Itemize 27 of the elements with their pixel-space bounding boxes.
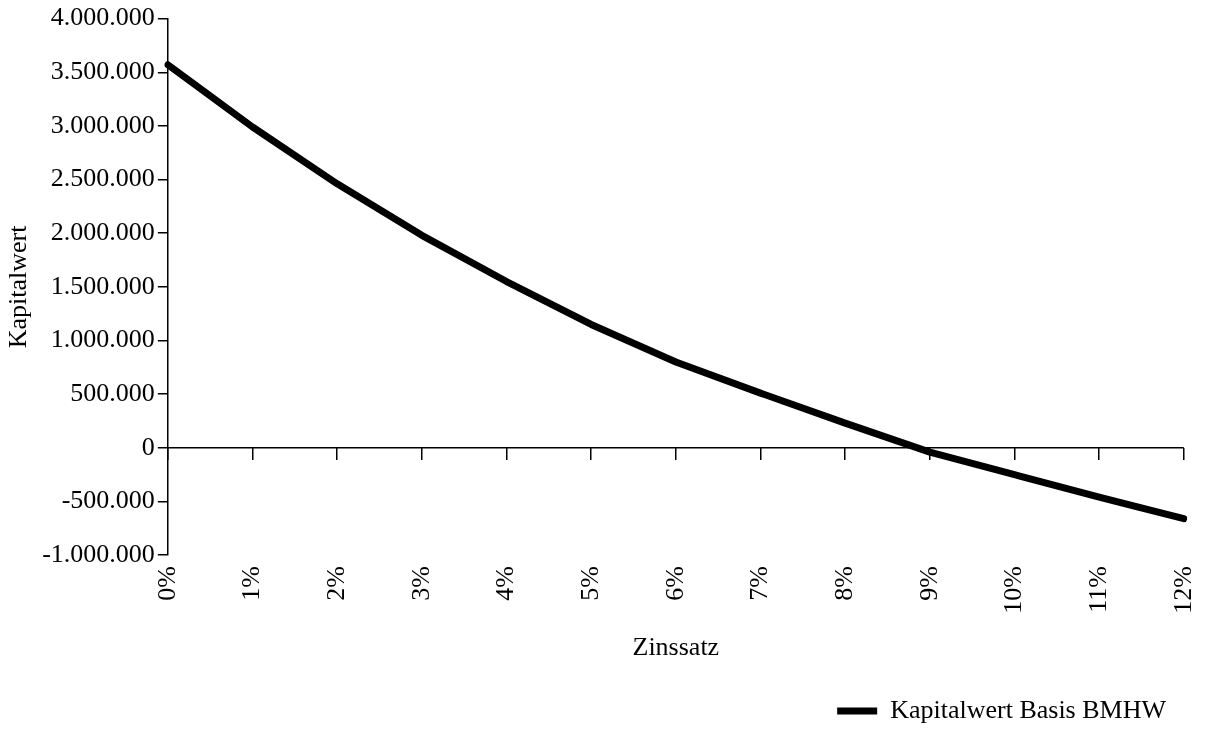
legend-label: Kapitalwert Basis BMHW — [890, 694, 1167, 724]
x-tick-label: 7% — [744, 566, 774, 601]
y-tick-label: -500.000 — [61, 485, 155, 515]
x-tick-label: 4% — [490, 566, 520, 601]
x-tick-label: 6% — [659, 566, 689, 601]
x-tick-label: 2% — [321, 566, 351, 601]
y-tick-label: 4.000.000 — [50, 2, 155, 32]
x-tick-label: 5% — [575, 566, 604, 601]
y-tick-label: 500.000 — [70, 378, 155, 408]
x-tick-label: 8% — [828, 566, 858, 601]
y-tick-label: 1.500.000 — [50, 270, 155, 300]
x-tick-label: 0% — [151, 566, 181, 601]
y-tick-label: 3.000.000 — [50, 109, 155, 139]
x-tick-label: 11% — [1082, 566, 1112, 613]
y-tick-label: 1.000.000 — [50, 324, 155, 354]
x-tick-label: 9% — [913, 566, 943, 601]
y-tick-label: -1.000.000 — [42, 538, 155, 568]
y-tick-label: 3.500.000 — [50, 56, 155, 86]
x-axis-title: Zinssatz — [632, 632, 720, 662]
x-tick-label: 1% — [236, 566, 266, 601]
x-tick-label: 12% — [1167, 566, 1197, 614]
x-tick-label: 10% — [998, 566, 1028, 614]
y-axis-title: Kapitalwert — [3, 224, 33, 349]
y-tick-label: 2.000.000 — [50, 217, 155, 247]
x-tick-label: 3% — [405, 566, 435, 601]
y-tick-label: 2.500.000 — [50, 163, 155, 193]
y-tick-label: 0 — [141, 431, 155, 461]
